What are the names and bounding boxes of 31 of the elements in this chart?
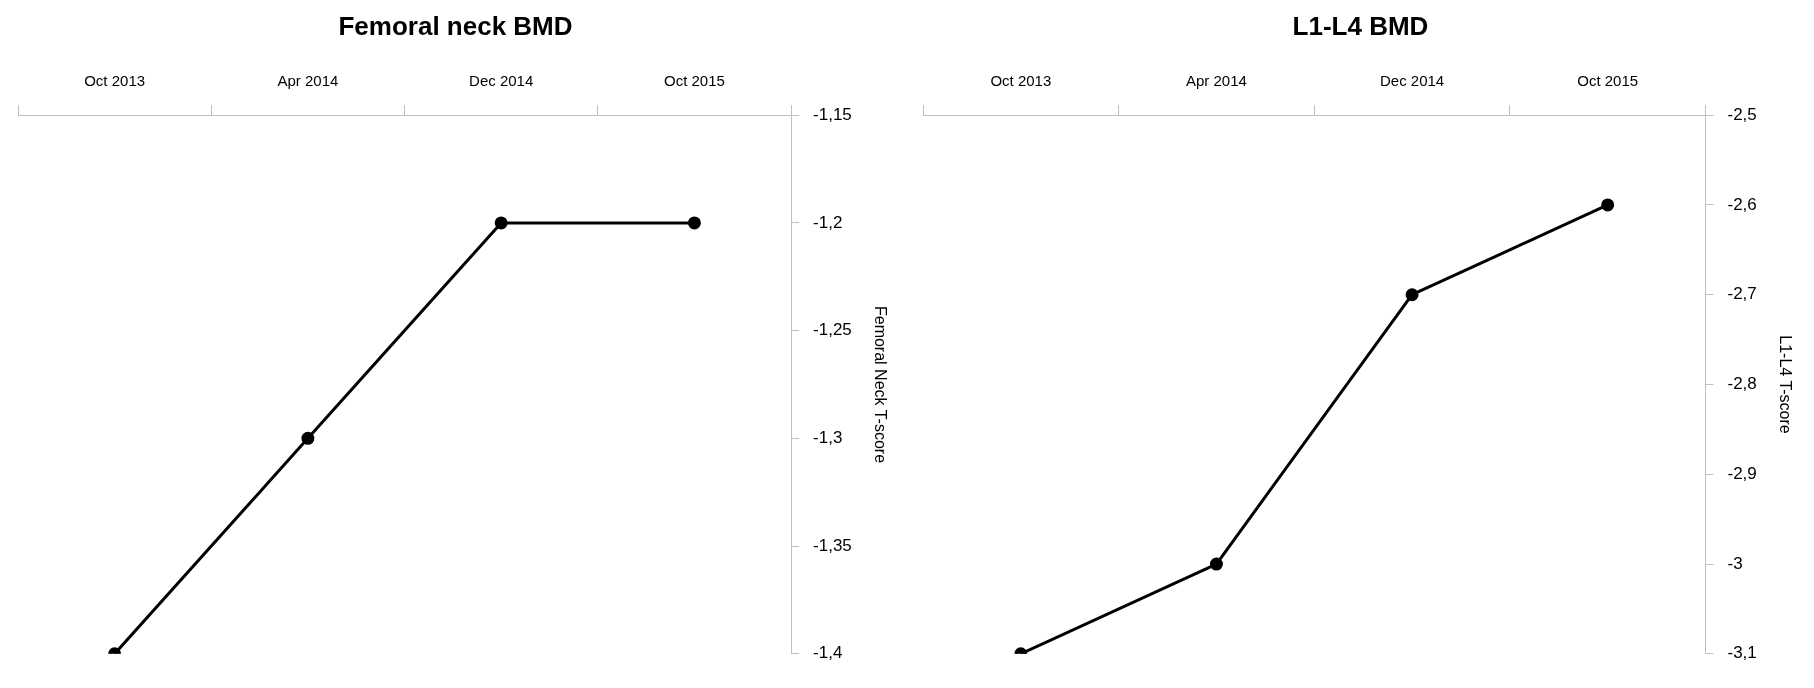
x-tick-label: Dec 2014	[469, 72, 534, 90]
y-tick-label: -1,35	[813, 535, 852, 555]
point	[1601, 198, 1615, 212]
y-tick-label: -3	[1727, 553, 1743, 573]
y-tick-label: -1,2	[813, 212, 843, 232]
y-axis-title: Femoral Neck T-score	[871, 305, 889, 464]
y-tick-label: -1,4	[813, 643, 843, 663]
x-tick-label: Apr 2014	[277, 72, 339, 90]
point	[301, 431, 315, 445]
chart-title: L1-L4 BMD	[1292, 10, 1429, 41]
y-tick-label: -2,9	[1727, 463, 1757, 483]
x-tick-label: Oct 2015	[663, 72, 725, 90]
y-tick-label: -2,7	[1727, 284, 1757, 304]
point	[1209, 557, 1223, 571]
y-axis-title: L1-L4 T-score	[1776, 335, 1794, 434]
y-tick-label: -1,3	[813, 428, 843, 448]
point	[687, 216, 701, 230]
point	[494, 216, 508, 230]
y-tick-label: -3,1	[1727, 643, 1757, 663]
x-tick-label: Oct 2013	[84, 72, 146, 90]
x-tick-label: Dec 2014	[1379, 72, 1445, 90]
y-tick-label: -2,6	[1727, 194, 1757, 214]
point	[1405, 288, 1419, 302]
x-tick-label: Oct 2013	[990, 72, 1052, 90]
y-tick-label: -1,15	[813, 104, 852, 124]
x-tick-label: Oct 2015	[1577, 72, 1639, 90]
y-tick-label: -2,8	[1727, 374, 1757, 394]
chart-title: Femoral neck BMD	[338, 10, 573, 41]
y-tick-label: -2,5	[1727, 104, 1757, 124]
y-tick-label: -1,25	[813, 320, 852, 340]
x-tick-label: Apr 2014	[1185, 72, 1247, 90]
